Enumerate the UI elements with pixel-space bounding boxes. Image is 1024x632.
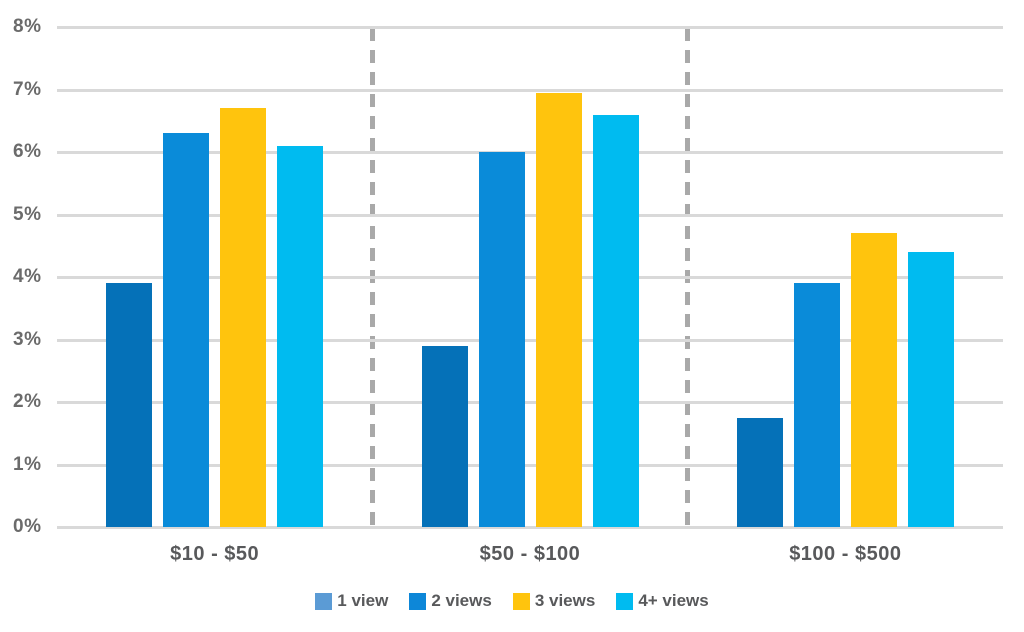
gridline-1 — [57, 463, 1003, 467]
bar-series4-cat3 — [907, 252, 954, 527]
bar-series1-cat3 — [736, 417, 783, 527]
legend-swatch-icon — [616, 592, 634, 610]
legend-label: 2 views — [431, 591, 492, 610]
legend-label: 1 view — [337, 591, 389, 610]
bar-series3-cat3 — [850, 233, 897, 527]
gridline-0 — [57, 526, 1003, 529]
bar-series3-cat2 — [535, 92, 582, 527]
plot-area — [57, 26, 1003, 529]
y-tick-label: 5% — [13, 203, 42, 225]
x-category-label: $10 - $50 — [170, 543, 260, 565]
bar-series3-cat1 — [220, 108, 267, 527]
bar-series4-cat2 — [592, 114, 639, 527]
legend: 1 view 2 views 3 views 4+ views — [0, 591, 1024, 611]
legend-swatch-icon — [512, 592, 530, 610]
y-tick-label: 7% — [13, 78, 42, 100]
gridline-6 — [57, 151, 1003, 154]
bar-series2-cat3 — [793, 283, 840, 527]
legend-item-4-views: 4+ views — [616, 591, 709, 611]
y-tick-label: 0% — [13, 516, 42, 537]
gridline-8 — [57, 26, 1003, 29]
legend-item-2-views: 2 views — [409, 591, 492, 611]
bar-series2-cat1 — [163, 133, 210, 527]
bar-series2-cat2 — [478, 152, 525, 527]
gridline-4 — [57, 276, 1003, 279]
y-tick-label: 4% — [13, 266, 42, 287]
gridline-2 — [57, 401, 1003, 404]
bar-series1-cat2 — [421, 345, 468, 527]
y-tick-label: 2% — [13, 391, 42, 412]
x-category-label: $50 - $100 — [479, 543, 581, 565]
y-tick-label: 1% — [13, 453, 42, 475]
legend-label: 3 views — [534, 591, 596, 610]
legend-label: 4+ views — [638, 591, 709, 610]
legend-item-3-views: 3 views — [512, 591, 596, 611]
y-tick-label: 6% — [13, 141, 42, 162]
legend-swatch-icon — [409, 592, 427, 610]
legend-item-1-view: 1 view — [315, 591, 388, 611]
x-category-label: $100 - $500 — [789, 543, 902, 565]
gridline-3 — [57, 338, 1003, 342]
bar-series4-cat1 — [277, 145, 324, 527]
bar-series1-cat1 — [106, 283, 153, 527]
gridline-5 — [57, 213, 1003, 217]
y-tick-label: 8% — [13, 16, 42, 37]
gridline-7 — [57, 88, 1003, 92]
legend-swatch-icon — [315, 592, 333, 610]
y-tick-label: 3% — [13, 328, 42, 350]
